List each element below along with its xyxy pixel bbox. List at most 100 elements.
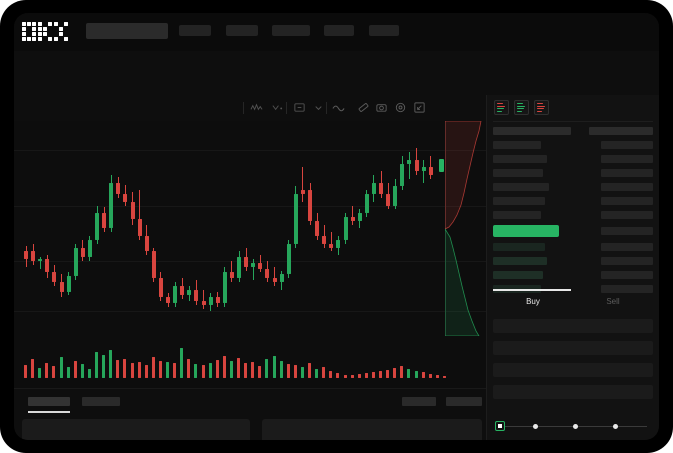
slider-step-dot[interactable] — [533, 423, 538, 429]
orderbook-asks-icon[interactable] — [534, 100, 549, 115]
volume-bar — [386, 369, 390, 378]
nav-item-1[interactable] — [179, 25, 211, 36]
candle-body — [272, 278, 277, 282]
candle-body — [371, 182, 376, 195]
volume-bar — [343, 375, 347, 378]
candlestick-chart[interactable] — [14, 121, 486, 336]
volume-bar — [286, 363, 290, 378]
buy-tab-underline — [493, 289, 571, 291]
candle-body — [151, 251, 156, 279]
candle-body — [144, 236, 149, 252]
orderbook-right-row — [601, 211, 653, 219]
toolbar-divider — [243, 102, 244, 114]
orderbook-bid-row[interactable] — [493, 257, 547, 265]
candle-body — [95, 213, 99, 240]
okx-logo[interactable] — [22, 22, 74, 41]
candle-body — [116, 182, 121, 195]
fullscreen-icon[interactable] — [413, 101, 426, 114]
orderbook-ask-row[interactable] — [493, 169, 543, 177]
camera-icon[interactable] — [375, 101, 388, 114]
order-field-3[interactable] — [493, 363, 653, 377]
nav-item-2[interactable] — [226, 25, 258, 36]
volume-bar — [237, 358, 240, 378]
orderbook-ask-row[interactable] — [493, 197, 545, 205]
order-field-1[interactable] — [493, 319, 653, 333]
orderbook-ask-row[interactable] — [493, 211, 541, 219]
amount-percent-slider[interactable] — [495, 421, 651, 431]
volume-bar — [158, 361, 162, 378]
orderbook-right-row — [601, 141, 653, 149]
bottom-panel-2[interactable] — [262, 419, 482, 440]
candle-body — [251, 262, 256, 267]
candle-body — [286, 243, 291, 275]
volume-bar — [109, 349, 113, 378]
orderbook-current-price-row[interactable] — [493, 225, 559, 237]
volume-bar — [428, 374, 432, 378]
candle-body — [322, 236, 327, 244]
tab-sell[interactable]: Sell — [606, 297, 620, 306]
volume-bar — [194, 363, 198, 378]
volume-bar — [371, 372, 375, 378]
tab-open-orders[interactable] — [28, 397, 70, 406]
order-field-4[interactable] — [493, 385, 653, 399]
orderbook-both-icon[interactable] — [494, 100, 509, 115]
candle-body — [400, 163, 405, 187]
order-field-2[interactable] — [493, 341, 653, 355]
logo-letter-x — [54, 22, 68, 41]
candle-body — [421, 167, 426, 172]
candle-body — [66, 276, 71, 292]
volume-bar — [201, 364, 205, 378]
candle-body — [215, 297, 220, 303]
orderbook-right-row — [601, 271, 653, 279]
orderbook-bid-row[interactable] — [493, 271, 543, 279]
volume-bar — [407, 368, 411, 378]
chart-gridline — [14, 150, 486, 151]
chart-toolbar — [14, 95, 486, 122]
candle-body — [137, 218, 142, 237]
candle-body — [350, 217, 355, 221]
candle-wick — [330, 232, 332, 252]
orderbook-trade-sidebar: Buy Sell — [486, 95, 659, 440]
top-navigation-bar — [14, 13, 659, 51]
ruler-icon[interactable] — [357, 101, 370, 114]
depth-chart-overlay — [439, 121, 486, 336]
chevron-down-icon[interactable] — [312, 101, 325, 114]
orders-action-1[interactable] — [402, 397, 436, 406]
candle-body — [180, 285, 185, 296]
orderbook-divider — [493, 121, 653, 122]
candle-body — [24, 251, 28, 260]
candle-body — [187, 289, 192, 296]
nav-item-4[interactable] — [324, 25, 354, 36]
indicator-icon[interactable] — [250, 101, 263, 114]
volume-bar — [336, 373, 340, 378]
orderbook-bid-row[interactable] — [493, 243, 545, 251]
settings-gear-icon[interactable] — [394, 101, 407, 114]
orderbook-right-row — [601, 257, 653, 265]
volume-bar — [229, 361, 233, 378]
tab-order-history[interactable] — [82, 397, 120, 406]
orders-action-2[interactable] — [446, 397, 482, 406]
ask-depth-area — [445, 121, 482, 230]
volume-bar — [173, 363, 177, 378]
orderbook-ask-row[interactable] — [493, 155, 547, 163]
orderbook-ask-row[interactable] — [493, 141, 541, 149]
chart-gridline — [14, 311, 486, 312]
bottom-panel-1[interactable] — [22, 419, 250, 440]
orderbook-ask-row[interactable] — [493, 183, 549, 191]
nav-item-3[interactable] — [272, 25, 310, 36]
orderbook-bids-icon[interactable] — [514, 100, 529, 115]
slider-handle[interactable] — [495, 421, 505, 431]
wave-line-icon[interactable] — [332, 101, 345, 114]
nav-item-5[interactable] — [369, 25, 399, 36]
slider-step-dot[interactable] — [573, 423, 578, 429]
global-search-input[interactable] — [86, 23, 168, 39]
candle-wick — [252, 259, 254, 281]
orderbook-right-row — [601, 227, 653, 235]
candle-body — [73, 247, 78, 277]
compare-icon[interactable] — [271, 101, 284, 114]
template-icon[interactable] — [293, 101, 306, 114]
slider-step-dot[interactable] — [613, 423, 618, 429]
app-screen: Spot Trading — [14, 13, 659, 440]
tab-buy[interactable]: Buy — [526, 297, 540, 306]
